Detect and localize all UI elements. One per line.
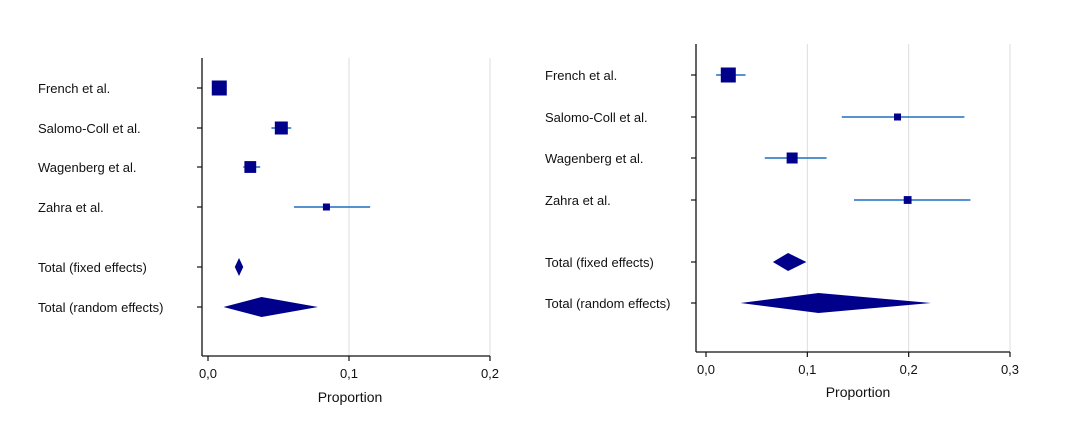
forest-plot-left: 0,0 0,1 0,2 Proportion French et al. Salomo-C… xyxy=(38,58,499,405)
x-tick-label: 0,1 xyxy=(798,362,816,377)
row-label: Total (random effects) xyxy=(545,296,670,311)
study-marker xyxy=(903,196,912,204)
pooled-diamond xyxy=(223,297,318,317)
x-axis-title: Proportion xyxy=(318,389,383,405)
study-marker xyxy=(894,113,902,121)
row-label: French et al. xyxy=(38,81,110,96)
row-label: Total (fixed effects) xyxy=(545,255,654,270)
row-label: Zahra et al. xyxy=(38,200,104,215)
x-tick-label: 0,0 xyxy=(199,366,217,381)
pooled-diamond xyxy=(740,293,931,313)
x-tick-label: 0,2 xyxy=(900,362,918,377)
x-tick-label: 0,0 xyxy=(697,362,715,377)
x-tick-label: 0,2 xyxy=(481,366,499,381)
study-marker xyxy=(211,80,227,96)
row-label: Wagenberg et al. xyxy=(545,151,644,166)
pooled-diamond xyxy=(772,253,807,271)
x-tick-label: 0,1 xyxy=(340,366,358,381)
study-marker xyxy=(274,121,288,135)
pooled-diamond xyxy=(234,258,244,276)
study-marker xyxy=(244,161,257,173)
study-marker xyxy=(720,67,736,83)
forest-plot-right: 0,0 0,1 0,2 0,3 Proportion French et al. Salom… xyxy=(545,44,1019,400)
x-tick-label: 0,3 xyxy=(1001,362,1019,377)
row-label: French et al. xyxy=(545,68,617,83)
row-label: Salomo-Coll et al. xyxy=(38,121,141,136)
row-label: Total (fixed effects) xyxy=(38,260,147,275)
study-marker xyxy=(322,203,330,211)
row-label: Total (random effects) xyxy=(38,300,163,315)
x-axis-title: Proportion xyxy=(826,384,891,400)
row-label: Salomo-Coll et al. xyxy=(545,110,648,125)
row-label: Zahra et al. xyxy=(545,193,611,208)
study-marker xyxy=(786,152,798,164)
row-label: Wagenberg et al. xyxy=(38,160,137,175)
